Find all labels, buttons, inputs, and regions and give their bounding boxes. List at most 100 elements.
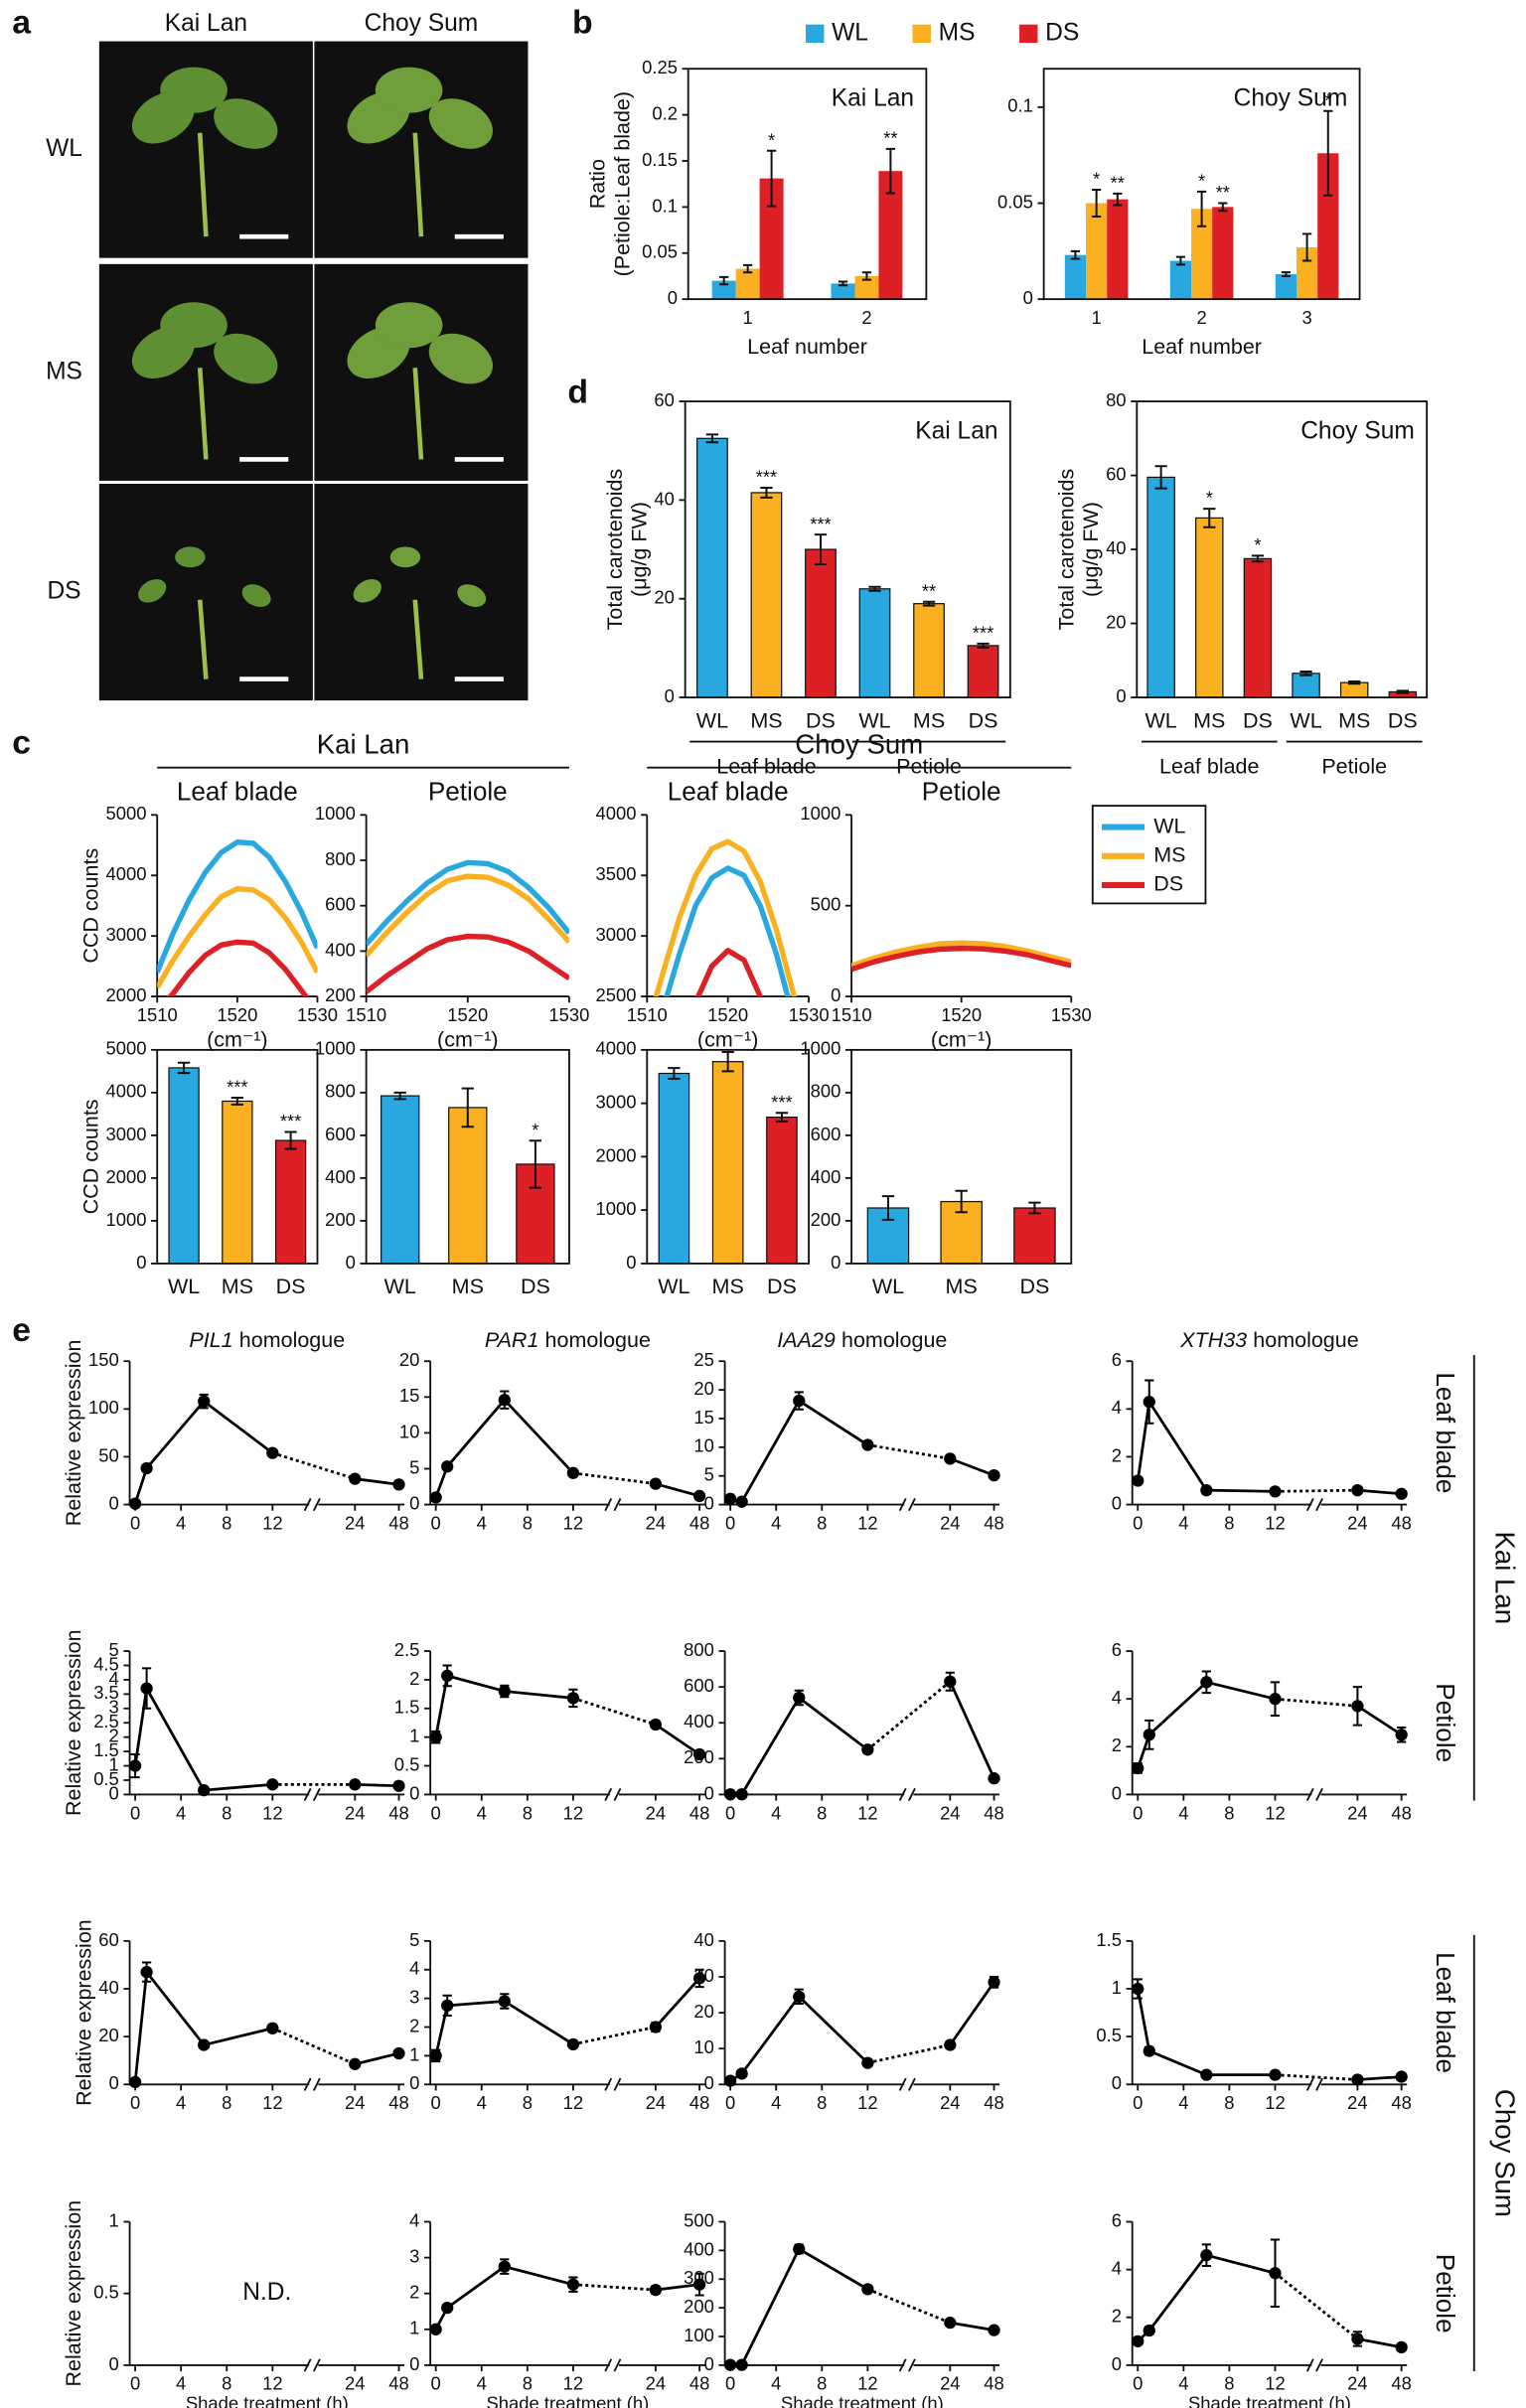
bar (1292, 673, 1320, 698)
y-tick-label: 1 (109, 1753, 119, 1774)
y-tick-label: 4000 (105, 863, 146, 884)
y-tick-label: 15 (693, 1407, 713, 1428)
error-bar (1299, 670, 1312, 677)
y-tick-label: 600 (684, 1675, 714, 1696)
axis-break-gap (309, 1499, 319, 1510)
y-tick-label: 0 (668, 287, 678, 308)
y-tick-label: 2.5 (93, 1711, 119, 1731)
axis-break-gap (904, 2079, 914, 2089)
x-tick-label: 48 (689, 1512, 710, 1533)
y-tick-label: 4000 (596, 803, 637, 824)
panel-label: a (12, 4, 31, 42)
y-tick-label: 20 (693, 1378, 713, 1399)
x-tick-label: 2 (861, 307, 871, 328)
panel-header: Choy Sum (795, 728, 923, 759)
error-bar (1175, 255, 1186, 266)
time-course-segment (203, 1400, 274, 1454)
significance-label: * (1324, 89, 1331, 110)
bar (1339, 681, 1369, 698)
significance-label: *** (227, 1077, 248, 1098)
plot-frame (1042, 68, 1361, 301)
group-label: Choy Sum (1490, 2089, 1521, 2217)
spectrum-line (157, 885, 318, 989)
data-point (566, 2037, 580, 2050)
y-tick-label: 3000 (105, 924, 146, 945)
time-course-segment (1206, 2253, 1276, 2275)
significance-label: ** (922, 580, 936, 601)
x-tick-label: MS (222, 1275, 253, 1298)
panel-header: Kai Lan (317, 728, 410, 759)
x-tick-label: 1510 (627, 1004, 668, 1025)
bar (222, 1100, 253, 1265)
data-point (1132, 1982, 1144, 1996)
plant-stem (412, 368, 424, 460)
photo-column-label: Choy Sum (365, 10, 479, 37)
photo-row-label: WL (46, 135, 82, 162)
x-tick-label: 12 (857, 1802, 878, 1823)
error-bar (284, 1130, 297, 1150)
data-point (441, 1669, 454, 1683)
data-point (498, 2260, 511, 2273)
axis-break-gap (1311, 2079, 1321, 2089)
data-point (128, 1497, 142, 1510)
data-point (1395, 2340, 1408, 2353)
x-tick-label: 4 (477, 1802, 487, 1823)
plant-leaf (160, 302, 228, 349)
y-tick-label: 2 (409, 1668, 419, 1689)
x-tick-label: DS (276, 1275, 306, 1298)
row-label: Petiole (1431, 1683, 1460, 1762)
x-tick-label: 0 (130, 1512, 140, 1533)
x-tick-label: 12 (1265, 1512, 1286, 1533)
spectrum-line (366, 873, 569, 958)
bar (766, 1116, 798, 1265)
y-tick-label: 20 (98, 2025, 118, 2045)
legend-swatch (912, 24, 931, 44)
y-axis-label: Relative expression (62, 2200, 85, 2387)
data-point (692, 1489, 706, 1503)
bar (711, 280, 736, 300)
x-tick-label: 1510 (346, 1004, 386, 1025)
bar (274, 1139, 307, 1265)
data-point (1351, 1484, 1364, 1497)
time-course-segment (446, 2265, 506, 2310)
data-point (793, 1691, 806, 1705)
y-tick-label: 1 (409, 2043, 419, 2064)
plant-stem (197, 368, 209, 460)
spectrum-line (851, 940, 1072, 969)
x-tick-label: 12 (857, 1512, 878, 1533)
data-point (861, 2283, 874, 2296)
x-tick-label: 0 (130, 2092, 140, 2113)
chart-title: IAA29 homologue (777, 1328, 947, 1352)
y-tick-label: 2000 (596, 1144, 637, 1165)
data-point (1269, 2267, 1282, 2280)
data-point (266, 1778, 279, 1791)
x-tick-label: DS (806, 708, 836, 732)
plant-leaf (175, 546, 206, 568)
x-axis-label: Shade treatment (h) (486, 2393, 649, 2408)
y-tick-label: 0.15 (642, 149, 678, 170)
error-bar (743, 263, 753, 274)
error-bar (766, 149, 777, 208)
panel-label: c (12, 724, 31, 762)
chart-subtitle: Petiole (428, 777, 508, 807)
y-tick-label: 80 (1106, 389, 1127, 410)
axis-break (898, 1787, 916, 1801)
x-tick-label: MS (452, 1275, 484, 1298)
chart-title-text: homologue (841, 1328, 947, 1352)
y-tick-label: 0.05 (997, 191, 1033, 212)
bar (448, 1107, 488, 1265)
x-tick-label: DS (969, 708, 998, 732)
y-tick-label: 10 (399, 1421, 419, 1441)
y-axis-label: CCD counts (79, 1099, 103, 1214)
legend-frame (1091, 805, 1207, 905)
photo-row-label: MS (46, 358, 82, 384)
time-course-segment (145, 1400, 206, 1469)
plant-stem (197, 599, 209, 679)
x-tick-label: 0 (431, 1802, 441, 1823)
y-tick-label: 0 (1023, 287, 1033, 308)
axis-break (604, 2077, 622, 2091)
x-tick-label: 2 (1196, 307, 1206, 328)
data-point (723, 2074, 737, 2087)
data-point (649, 1477, 663, 1490)
axis-break (303, 1498, 321, 1512)
